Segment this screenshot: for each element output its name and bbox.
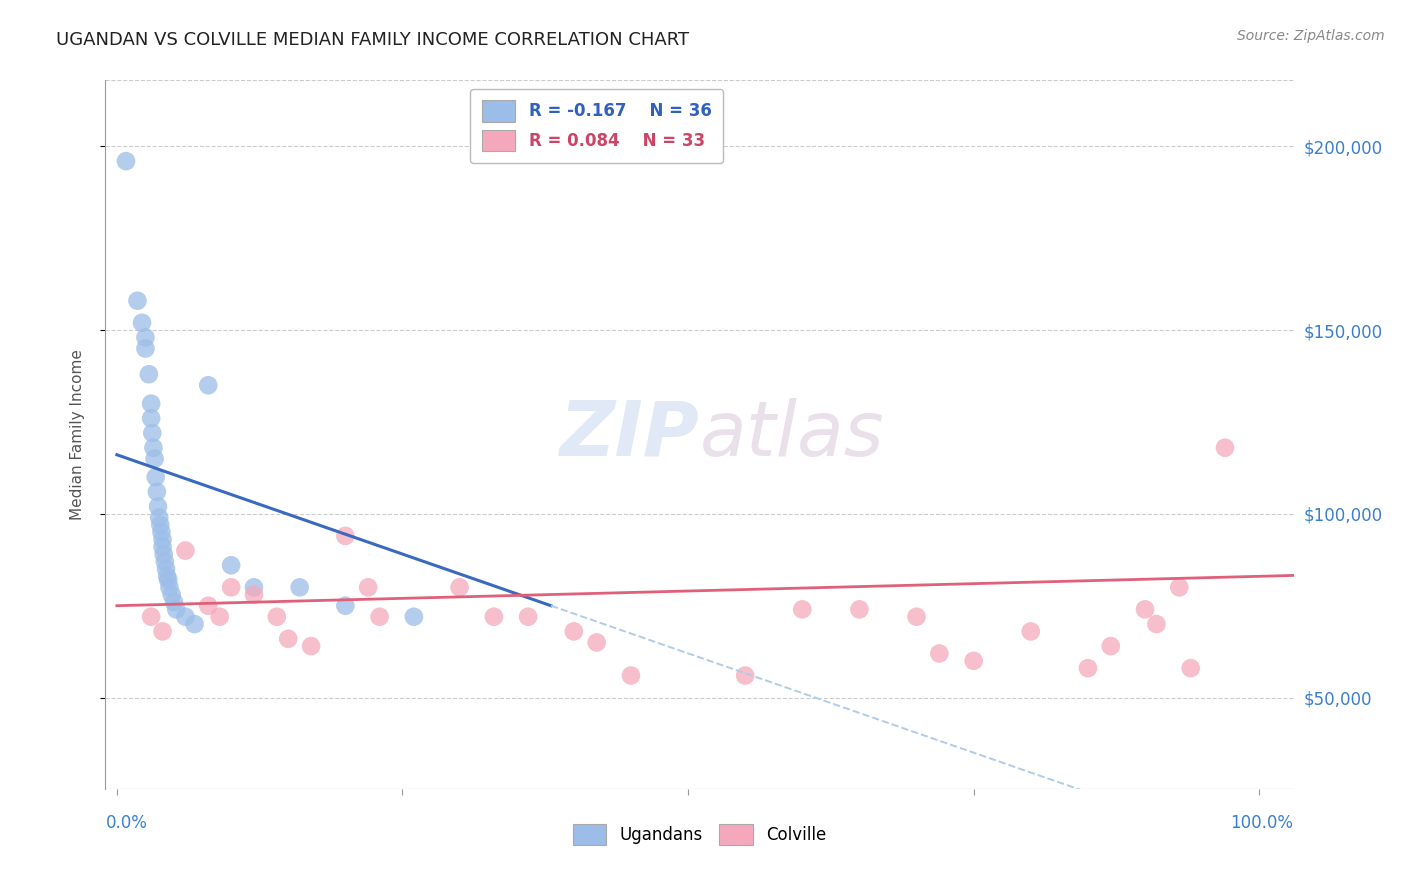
Point — [148, 510, 170, 524]
Point — [1213, 441, 1236, 455]
Text: atlas: atlas — [700, 398, 884, 472]
Point — [335, 599, 357, 613]
Point — [153, 555, 176, 569]
Point — [368, 609, 391, 624]
Point — [219, 580, 242, 594]
Point — [1133, 602, 1156, 616]
Point — [962, 654, 984, 668]
Point — [163, 595, 186, 609]
Point — [146, 484, 169, 499]
Point — [157, 573, 180, 587]
Point — [357, 580, 380, 594]
Point — [183, 617, 205, 632]
Point — [335, 529, 357, 543]
Point — [155, 562, 177, 576]
Legend: Ugandans, Colville: Ugandans, Colville — [567, 817, 832, 852]
Point — [141, 609, 163, 624]
Point — [160, 588, 183, 602]
Point — [243, 588, 266, 602]
Point — [277, 632, 299, 646]
Text: UGANDAN VS COLVILLE MEDIAN FAMILY INCOME CORRELATION CHART: UGANDAN VS COLVILLE MEDIAN FAMILY INCOME… — [56, 31, 689, 49]
Point — [928, 647, 950, 661]
Point — [141, 411, 163, 425]
Point — [165, 602, 187, 616]
Point — [115, 154, 138, 169]
Point — [288, 580, 311, 594]
Point — [152, 547, 174, 561]
Point — [152, 624, 174, 639]
Text: ZIP: ZIP — [560, 398, 700, 472]
Point — [134, 330, 156, 344]
Point — [219, 558, 242, 573]
Point — [142, 441, 165, 455]
Point — [243, 580, 266, 594]
Point — [792, 602, 814, 616]
Point — [197, 599, 219, 613]
Point — [1168, 580, 1191, 594]
Point — [143, 451, 166, 466]
Point — [150, 525, 173, 540]
Point — [152, 540, 174, 554]
Point — [174, 609, 197, 624]
Point — [734, 668, 756, 682]
Point — [141, 396, 163, 410]
Point — [149, 517, 172, 532]
Point — [146, 500, 169, 514]
Point — [402, 609, 425, 624]
Point — [131, 316, 153, 330]
Point — [562, 624, 585, 639]
Point — [174, 543, 197, 558]
Text: 100.0%: 100.0% — [1230, 814, 1294, 831]
Point — [152, 533, 174, 547]
Point — [449, 580, 471, 594]
Point — [159, 580, 180, 594]
Point — [517, 609, 540, 624]
Point — [127, 293, 149, 308]
Point — [266, 609, 288, 624]
Point — [482, 609, 505, 624]
Point — [1099, 639, 1122, 653]
Point — [134, 342, 156, 356]
Point — [905, 609, 928, 624]
Point — [1077, 661, 1099, 675]
Point — [848, 602, 870, 616]
Text: Source: ZipAtlas.com: Source: ZipAtlas.com — [1237, 29, 1385, 43]
Y-axis label: Median Family Income: Median Family Income — [70, 350, 84, 520]
Point — [141, 425, 163, 440]
Point — [138, 368, 160, 382]
Point — [1144, 617, 1167, 632]
Point — [145, 470, 167, 484]
Point — [156, 569, 179, 583]
Text: 0.0%: 0.0% — [105, 814, 148, 831]
Point — [197, 378, 219, 392]
Point — [585, 635, 607, 649]
Point — [1019, 624, 1042, 639]
Point — [620, 668, 643, 682]
Point — [208, 609, 231, 624]
Point — [299, 639, 322, 653]
Point — [1180, 661, 1202, 675]
